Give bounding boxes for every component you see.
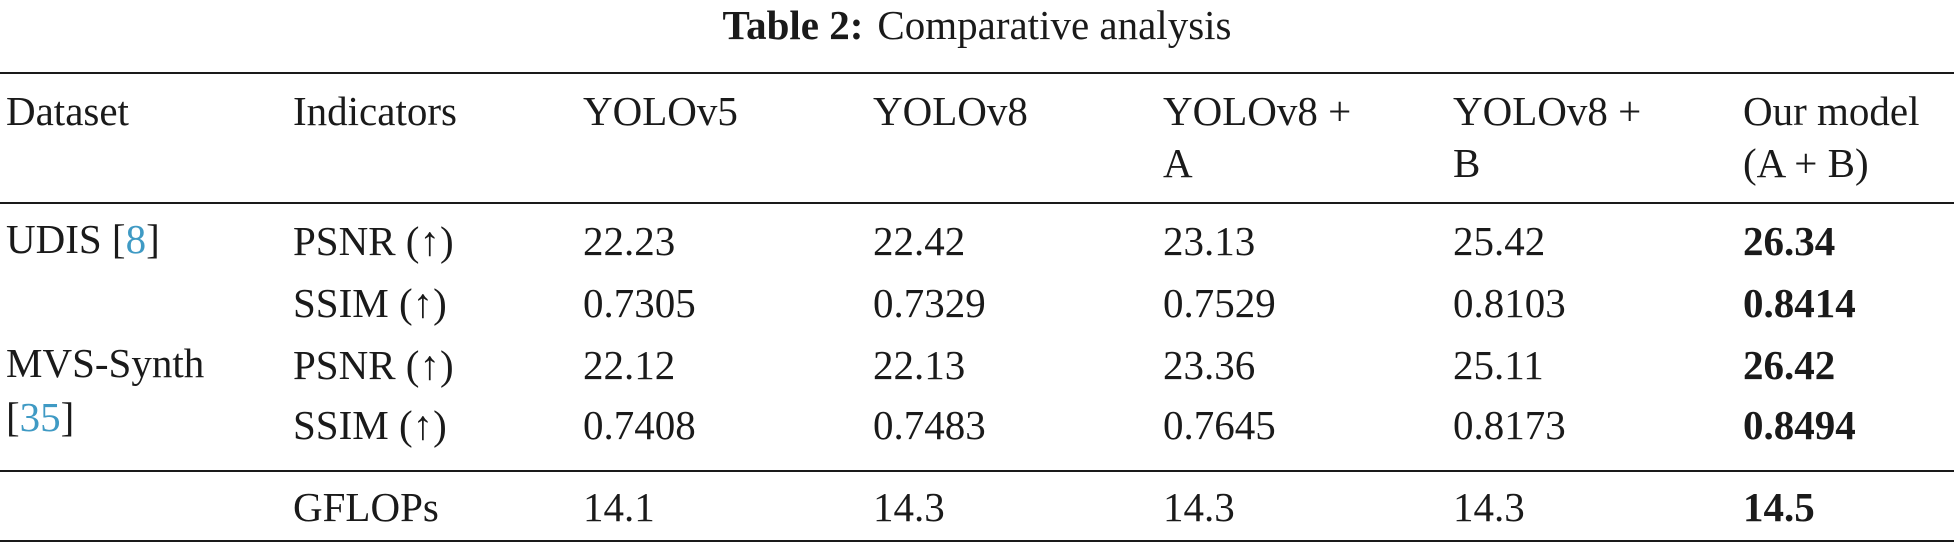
value-cell: 14.3 bbox=[873, 484, 945, 530]
caption-label: Table 2: bbox=[722, 2, 864, 48]
header-yolov8-a-line1: YOLOv8 + bbox=[1163, 88, 1352, 134]
value-cell: 23.36 bbox=[1163, 342, 1256, 388]
value-cell: 14.1 bbox=[583, 484, 655, 530]
header-yolov8: YOLOv8 bbox=[873, 88, 1028, 134]
header-indicators: Indicators bbox=[293, 88, 457, 134]
best-value-cell: 26.34 bbox=[1743, 218, 1836, 264]
value-cell: 0.8103 bbox=[1453, 280, 1566, 326]
value-cell: 22.13 bbox=[873, 342, 966, 388]
value-cell: 14.3 bbox=[1163, 484, 1235, 530]
header-yolov8-b-line2: B bbox=[1453, 140, 1481, 186]
header-rule bbox=[0, 202, 1954, 204]
header-yolov8-b-line1: YOLOv8 + bbox=[1453, 88, 1642, 134]
indicator-ssim: SSIM (↑) bbox=[293, 280, 447, 326]
value-cell: 0.7408 bbox=[583, 402, 696, 448]
value-cell: 0.7645 bbox=[1163, 402, 1276, 448]
header-yolov5: YOLOv5 bbox=[583, 88, 738, 134]
header-our-model-line2: (A + B) bbox=[1743, 140, 1869, 186]
header-yolov8-a-line2: A bbox=[1163, 140, 1193, 186]
caption-text: Comparative analysis bbox=[877, 2, 1232, 48]
dataset-mvs-synth-bracket-open: [ bbox=[6, 394, 20, 440]
value-cell: 23.13 bbox=[1163, 218, 1256, 264]
citation-link[interactable]: 35 bbox=[19, 394, 61, 440]
value-cell: 0.7483 bbox=[873, 402, 986, 448]
dataset-udis: UDIS [8] bbox=[6, 210, 160, 269]
indicator-psnr: PSNR (↑) bbox=[293, 342, 454, 388]
dataset-mvs-synth-bracket-close: ] bbox=[60, 394, 75, 440]
value-cell: 0.7305 bbox=[583, 280, 696, 326]
dataset-mvs-synth-line1: MVS-Synth bbox=[6, 340, 205, 386]
bottom-rule bbox=[0, 540, 1954, 542]
dataset-udis-bracket: ] bbox=[146, 216, 160, 262]
citation-link[interactable]: 8 bbox=[125, 216, 147, 262]
mid-rule bbox=[0, 470, 1954, 472]
indicator-psnr: PSNR (↑) bbox=[293, 218, 454, 264]
best-value-cell: 26.42 bbox=[1743, 342, 1836, 388]
value-cell: 22.12 bbox=[583, 342, 676, 388]
header-dataset: Dataset bbox=[6, 88, 129, 134]
top-rule bbox=[0, 72, 1954, 74]
header-our-model-line1: Our model bbox=[1743, 88, 1920, 134]
value-cell: 0.8173 bbox=[1453, 402, 1566, 448]
value-cell: 25.42 bbox=[1453, 218, 1546, 264]
best-value-cell: 0.8414 bbox=[1743, 280, 1856, 326]
indicator-gflops: GFLOPs bbox=[293, 484, 439, 530]
value-cell: 25.11 bbox=[1453, 342, 1544, 388]
table-caption: Table 2: Comparative analysis bbox=[0, 2, 1954, 48]
value-cell: 22.42 bbox=[873, 218, 966, 264]
dataset-udis-text: UDIS [ bbox=[6, 216, 126, 262]
value-cell: 0.7529 bbox=[1163, 280, 1276, 326]
best-value-cell: 0.8494 bbox=[1743, 402, 1856, 448]
indicator-ssim: SSIM (↑) bbox=[293, 402, 447, 448]
value-cell: 0.7329 bbox=[873, 280, 986, 326]
dataset-mvs-synth-line2: [35] bbox=[6, 388, 74, 447]
value-cell: 14.3 bbox=[1453, 484, 1525, 530]
value-cell: 22.23 bbox=[583, 218, 676, 264]
best-value-cell: 14.5 bbox=[1743, 484, 1815, 530]
